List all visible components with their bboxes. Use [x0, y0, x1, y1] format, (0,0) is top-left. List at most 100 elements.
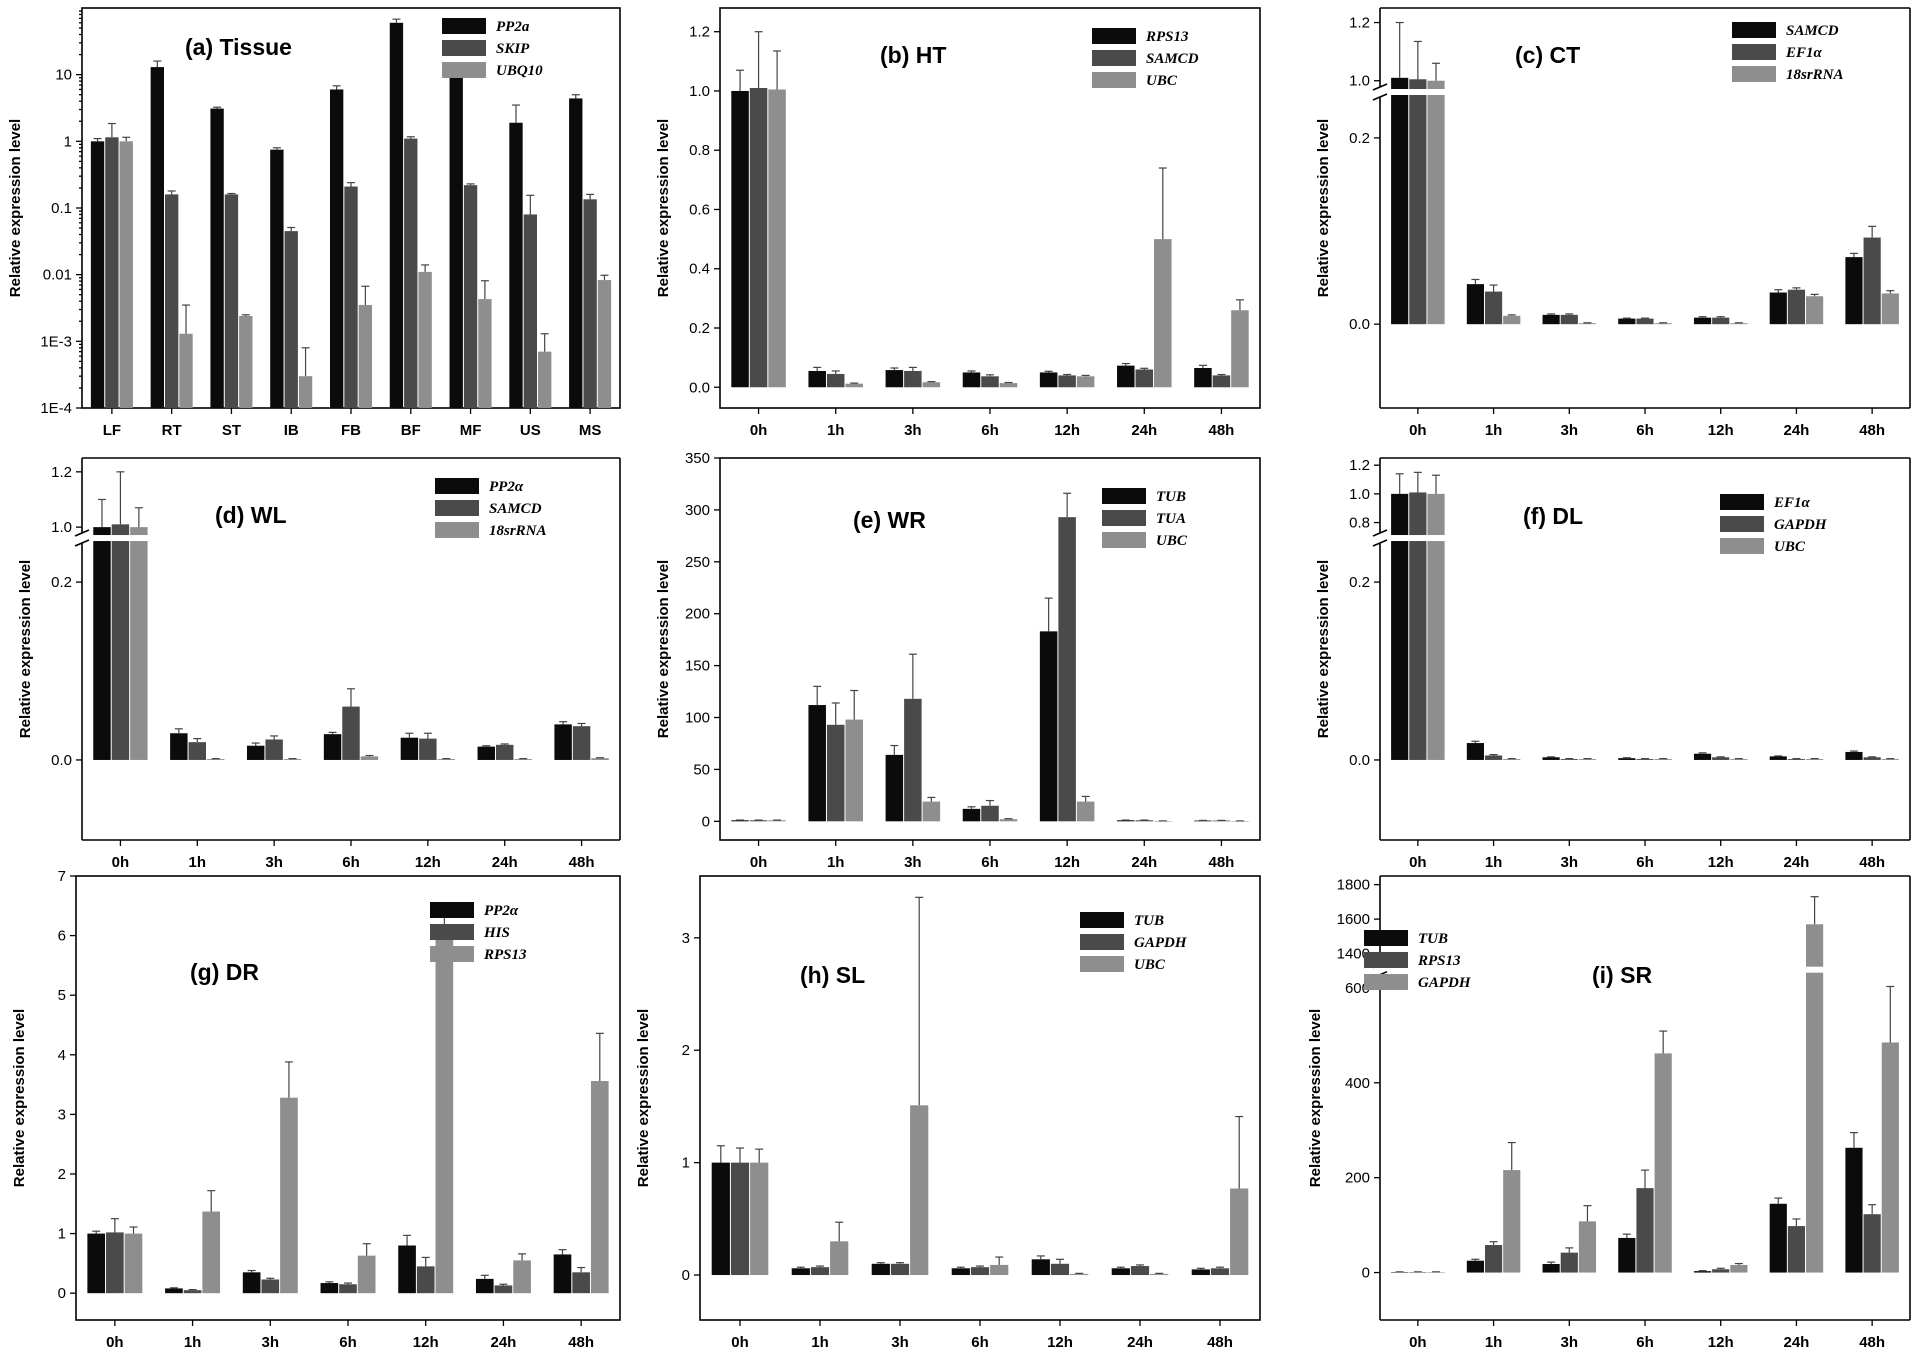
bar-RPS13-0h — [731, 90, 749, 388]
bar-PP2α-24h — [477, 746, 495, 760]
bar-UBQ10-ST — [239, 315, 253, 408]
bar-PP2α-6h — [320, 1283, 339, 1294]
bar-PP2a-LF — [90, 141, 105, 409]
bar-EF1α-1h — [1466, 743, 1484, 760]
x-tick-label: 24h — [1131, 422, 1157, 439]
bar-18srRNA-6h — [360, 756, 379, 760]
x-tick-label: 0h — [112, 854, 130, 871]
bar-UBC-0h — [750, 1162, 769, 1276]
bar-SKIP-US — [523, 214, 538, 408]
bar-HIS-3h — [261, 1279, 280, 1294]
legend-label: UBC — [1146, 73, 1178, 89]
legend-swatch — [1720, 494, 1764, 510]
x-tick-label: 48h — [1208, 422, 1234, 439]
legend-swatch — [1732, 44, 1776, 60]
y-tick-label: 0 — [682, 1267, 690, 1284]
bar-TUA-3h — [904, 698, 922, 822]
legend-swatch — [1720, 516, 1764, 532]
bar-GAPDH-3h — [1560, 759, 1578, 760]
bar-18srRNA-12h — [1730, 323, 1748, 325]
legend-swatch — [1720, 538, 1764, 554]
bar-PP2a-ST — [210, 108, 224, 408]
legend-label: RPS13 — [1417, 953, 1461, 969]
legend-swatch — [1102, 532, 1146, 548]
x-tick-label: 0h — [731, 1334, 749, 1351]
bar-TUB-0h — [731, 820, 749, 822]
bar-UBC-1h — [1503, 759, 1521, 760]
y-tick-label: 1.0 — [51, 519, 72, 536]
x-tick-label: 3h — [265, 854, 283, 871]
x-tick-label: 3h — [262, 1334, 280, 1351]
bar-GAPDH-48h — [1863, 757, 1881, 760]
legend-label: 18srRNA — [489, 523, 547, 539]
bar-TUA-12h — [1058, 517, 1076, 822]
bar-TUB-6h — [951, 1268, 970, 1276]
bar-UBQ10-IB — [298, 376, 313, 408]
bar-PP2a-US — [509, 122, 523, 409]
bar-TUB-6h — [962, 808, 981, 822]
panel-a: 1E-4 1E-3 0.01 0.1 1 10 Relative expression le… — [7, 7, 621, 439]
x-tick-label: 1h — [1485, 1334, 1503, 1351]
bar-RPS13-6h — [962, 372, 981, 388]
bar-UBC-1h — [845, 719, 863, 822]
legend-label: TUB — [1134, 913, 1164, 929]
panel-title: (h) SL — [800, 962, 865, 988]
legend-label: TUB — [1418, 931, 1448, 947]
bar-PP2α-6h — [323, 734, 342, 760]
x-tick-label: FB — [341, 422, 361, 439]
x-tick-label: 3h — [904, 422, 922, 439]
bar-SAMCD-6h — [1618, 318, 1636, 325]
x-tick-label: 6h — [1636, 1334, 1654, 1351]
y-tick-label: 1.2 — [51, 464, 72, 481]
y-tick-label: 50 — [693, 761, 710, 778]
bar-UBC-3h — [922, 801, 941, 822]
bar-HIS-48h — [572, 1272, 590, 1294]
bar-GAPDH-12h — [1050, 1263, 1070, 1276]
bar-SAMCD-0h — [749, 88, 768, 388]
y-tick-label: 0 — [1362, 1265, 1370, 1282]
bar-18srRNA-48h — [1881, 293, 1899, 325]
bar-UBC-6h — [999, 819, 1018, 822]
bar-UBC-12h — [1730, 759, 1748, 760]
x-tick-label: 3h — [1561, 854, 1579, 871]
bar-RPS13-1h — [202, 1211, 221, 1294]
y-tick-label: 0.0 — [1349, 752, 1370, 769]
axis-break-mark — [1372, 83, 1388, 91]
y-tick-label: 1.0 — [1349, 73, 1370, 90]
bar-UBQ10-MS — [597, 280, 612, 408]
bar-SAMCD-24h — [495, 744, 514, 760]
bar-SAMCD-48h — [1212, 375, 1231, 388]
x-tick-label: LF — [103, 422, 121, 439]
bar-TUB-3h — [871, 1263, 890, 1276]
bar-TUB-24h — [1111, 1268, 1130, 1276]
y-tick-label: 3 — [58, 1106, 66, 1123]
bar-RPS13-0h — [124, 1233, 143, 1294]
bar-GAPDH-3h — [890, 1263, 910, 1276]
bar-EF1α-0h — [1409, 79, 1427, 325]
y-tick-label: 1.0 — [1349, 486, 1370, 503]
bar-UBC-6h — [999, 383, 1018, 388]
x-tick-label: 12h — [1708, 422, 1734, 439]
bar-GAPDH-1h — [810, 1267, 830, 1276]
bar-TUB-3h — [885, 754, 904, 822]
legend-swatch — [1102, 488, 1146, 504]
panel-title: (b) HT — [880, 42, 946, 68]
bar-18srRNA-12h — [437, 759, 456, 760]
bar-SAMCD-3h — [265, 739, 283, 760]
bar-SAMCD-0h — [1391, 77, 1409, 325]
y-tick-label: 400 — [1345, 1075, 1370, 1092]
legend-swatch — [442, 40, 486, 56]
y-tick-label: 1.2 — [689, 24, 710, 41]
bar-GAPDH-24h — [1130, 1266, 1150, 1276]
bar-PP2α-3h — [242, 1272, 261, 1294]
bar-PP2a-BF — [389, 22, 404, 408]
bar-UBC-48h — [1230, 1188, 1249, 1276]
legend-label: RPS13 — [1145, 29, 1189, 45]
bar-GAPDH-48h — [1210, 1268, 1230, 1276]
bar-PP2α-0h — [93, 527, 111, 760]
y-tick-label: 1.2 — [1349, 15, 1370, 32]
bar-break-gap — [1767, 966, 1826, 973]
x-tick-label: RT — [162, 422, 182, 439]
bar-UBC-0h — [1427, 493, 1445, 760]
